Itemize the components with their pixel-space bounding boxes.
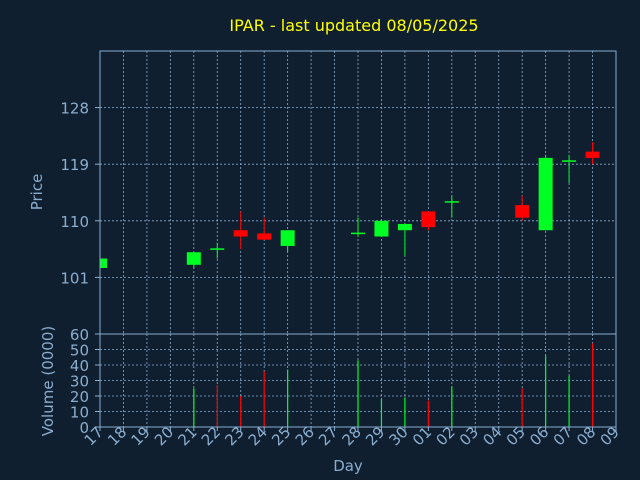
candle-08 xyxy=(585,142,600,165)
candle-21 xyxy=(186,252,201,268)
candle-body xyxy=(397,223,412,231)
volume-y-tick-label: 50 xyxy=(70,342,89,360)
volume-y-tick-label: 30 xyxy=(70,373,89,391)
candle-body xyxy=(538,157,553,231)
volume-y-tick-label: 20 xyxy=(70,388,89,406)
volume-y-tick-label: 0 xyxy=(79,419,89,437)
candle-body xyxy=(421,211,436,228)
price-y-tick-label: 110 xyxy=(60,213,89,231)
candle-05 xyxy=(515,195,530,221)
x-tick-labels: 1718192021222324252627282930010203040506… xyxy=(81,423,623,449)
candle-06 xyxy=(538,154,553,231)
candle-body xyxy=(562,160,577,162)
candle-30 xyxy=(397,223,412,256)
price-panel: 101 110 119 128 Price xyxy=(28,50,617,335)
candle-body xyxy=(374,220,389,237)
price-y-tick-label: 101 xyxy=(60,269,89,287)
candle-29 xyxy=(374,220,389,237)
candlesticks xyxy=(99,142,600,268)
candle-22 xyxy=(210,242,225,259)
candle-02 xyxy=(444,195,459,218)
candle-body xyxy=(233,230,248,237)
chart-title: IPAR - last updated 08/05/2025 xyxy=(229,16,478,35)
candle-body xyxy=(257,233,272,240)
candle-body xyxy=(210,248,225,250)
volume-bars xyxy=(193,343,594,427)
candle-17 xyxy=(99,258,107,268)
candle-body xyxy=(280,230,295,246)
price-axis-label: Price xyxy=(28,174,46,211)
candle-28 xyxy=(351,217,365,237)
candle-07 xyxy=(562,154,577,184)
x-axis-label: Day xyxy=(333,457,363,475)
candle-25 xyxy=(280,230,295,253)
candle-24 xyxy=(257,217,272,240)
volume-y-tick-label: 10 xyxy=(70,404,89,422)
candle-01 xyxy=(421,211,436,231)
price-y-tick-labels: 101 110 119 128 xyxy=(60,100,100,287)
candle-23 xyxy=(233,211,248,250)
candle-body xyxy=(351,232,365,235)
price-y-tick-label: 119 xyxy=(60,156,89,174)
candle-body xyxy=(186,252,201,265)
candle-body xyxy=(515,205,530,218)
price-y-tick-label: 128 xyxy=(60,100,89,118)
candle-body xyxy=(100,258,107,268)
volume-axis-label: Volume (0000) xyxy=(39,326,57,436)
volume-y-tick-label: 40 xyxy=(70,357,89,375)
candle-body xyxy=(585,151,600,158)
candle-body xyxy=(444,201,459,203)
volume-y-tick-label: 60 xyxy=(70,326,89,344)
